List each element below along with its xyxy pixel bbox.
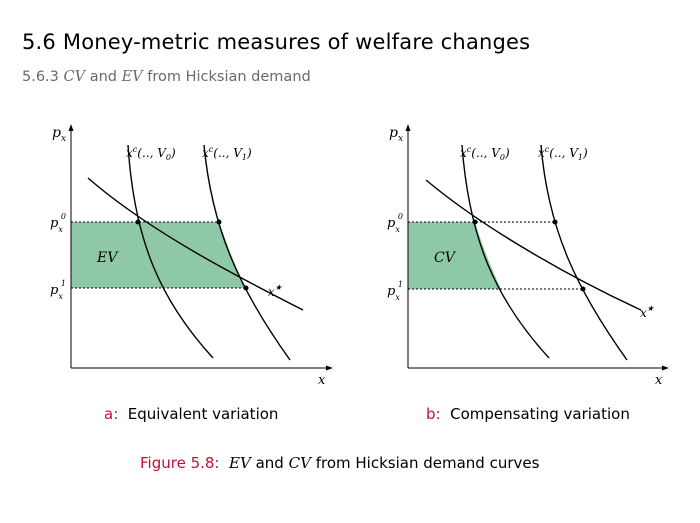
point-a3 xyxy=(243,285,249,291)
price-low-label-a: px1 xyxy=(50,279,66,301)
hicksian-v1-curve-b xyxy=(540,144,628,361)
price-high-label-b: px0 xyxy=(387,212,403,234)
subsection-cv: CV xyxy=(63,69,86,85)
panel-a-tag: a: xyxy=(104,405,119,423)
ev-area xyxy=(71,222,246,288)
y-axis-label-a: px xyxy=(52,125,66,144)
y-axis-arrow-b xyxy=(405,124,411,131)
point-a2 xyxy=(216,219,222,225)
figure-caption: Figure 5.8: EV and CV from Hicksian dema… xyxy=(140,454,539,472)
panel-b: px x xc(.., V0) xc(.., V1) px0 px1 CV x★ xyxy=(387,124,669,388)
panel-a: px x xc(.., V0) xc(.., V1) px0 px1 EV x★ xyxy=(50,124,333,388)
price-high-label-a: px0 xyxy=(50,212,66,234)
demand-curve-a xyxy=(87,177,304,311)
x-axis-arrow-a xyxy=(326,365,333,371)
cv-area xyxy=(408,222,501,289)
x-axis-label-a: x xyxy=(318,373,326,388)
subsection-rest: from Hicksian demand xyxy=(147,69,311,85)
panel-b-caption: b: Compensating variation xyxy=(426,405,630,423)
hicksian-v1-curve-a xyxy=(203,144,291,361)
section-title: 5.6 Money-metric measures of welfare cha… xyxy=(22,30,531,54)
point-b3 xyxy=(580,286,586,292)
demand-curve-b xyxy=(425,179,642,311)
point-a1 xyxy=(135,219,141,225)
subsection-number: 5.6.3 xyxy=(22,69,59,85)
figure-caption-rest: from Hicksian demand curves xyxy=(315,454,540,472)
price-low-label-b: px1 xyxy=(387,280,403,302)
hicksian-v0-curve-a xyxy=(127,144,214,359)
point-b1 xyxy=(472,219,478,225)
panel-b-tag: b: xyxy=(426,405,441,423)
x-axis-label-b: x xyxy=(655,373,663,388)
x-star-label-b: x★ xyxy=(640,304,655,320)
figure-tag: Figure 5.8: xyxy=(140,454,220,472)
curve-label-v1-b: xc(.., V1) xyxy=(538,145,588,162)
x-axis-arrow-b xyxy=(662,365,669,371)
subsection-and: and xyxy=(89,69,117,85)
figure-caption-ev: EV xyxy=(229,454,251,472)
curve-label-v0-a: xc(.., V0) xyxy=(126,145,176,162)
panel-b-caption-text: Compensating variation xyxy=(450,405,630,423)
ev-area-label: EV xyxy=(96,250,119,266)
hicksian-v0-curve-b xyxy=(461,144,550,359)
y-axis-label-b: px xyxy=(389,125,403,144)
x-star-label-a: x★ xyxy=(268,283,283,299)
y-axis-arrow-a xyxy=(68,124,74,131)
panel-a-caption-text: Equivalent variation xyxy=(127,405,279,423)
subsection-title: 5.6.3 CV and EV from Hicksian demand xyxy=(22,69,311,85)
point-b2 xyxy=(552,219,558,225)
subsection-ev: EV xyxy=(121,69,143,85)
cv-area-label: CV xyxy=(434,250,457,266)
figure-caption-and: and xyxy=(255,454,284,472)
figure-caption-cv: CV xyxy=(288,454,311,472)
curve-label-v1-a: xc(.., V1) xyxy=(202,145,252,162)
curve-label-v0-b: xc(.., V0) xyxy=(460,145,510,162)
panel-a-caption: a: Equivalent variation xyxy=(104,405,278,423)
